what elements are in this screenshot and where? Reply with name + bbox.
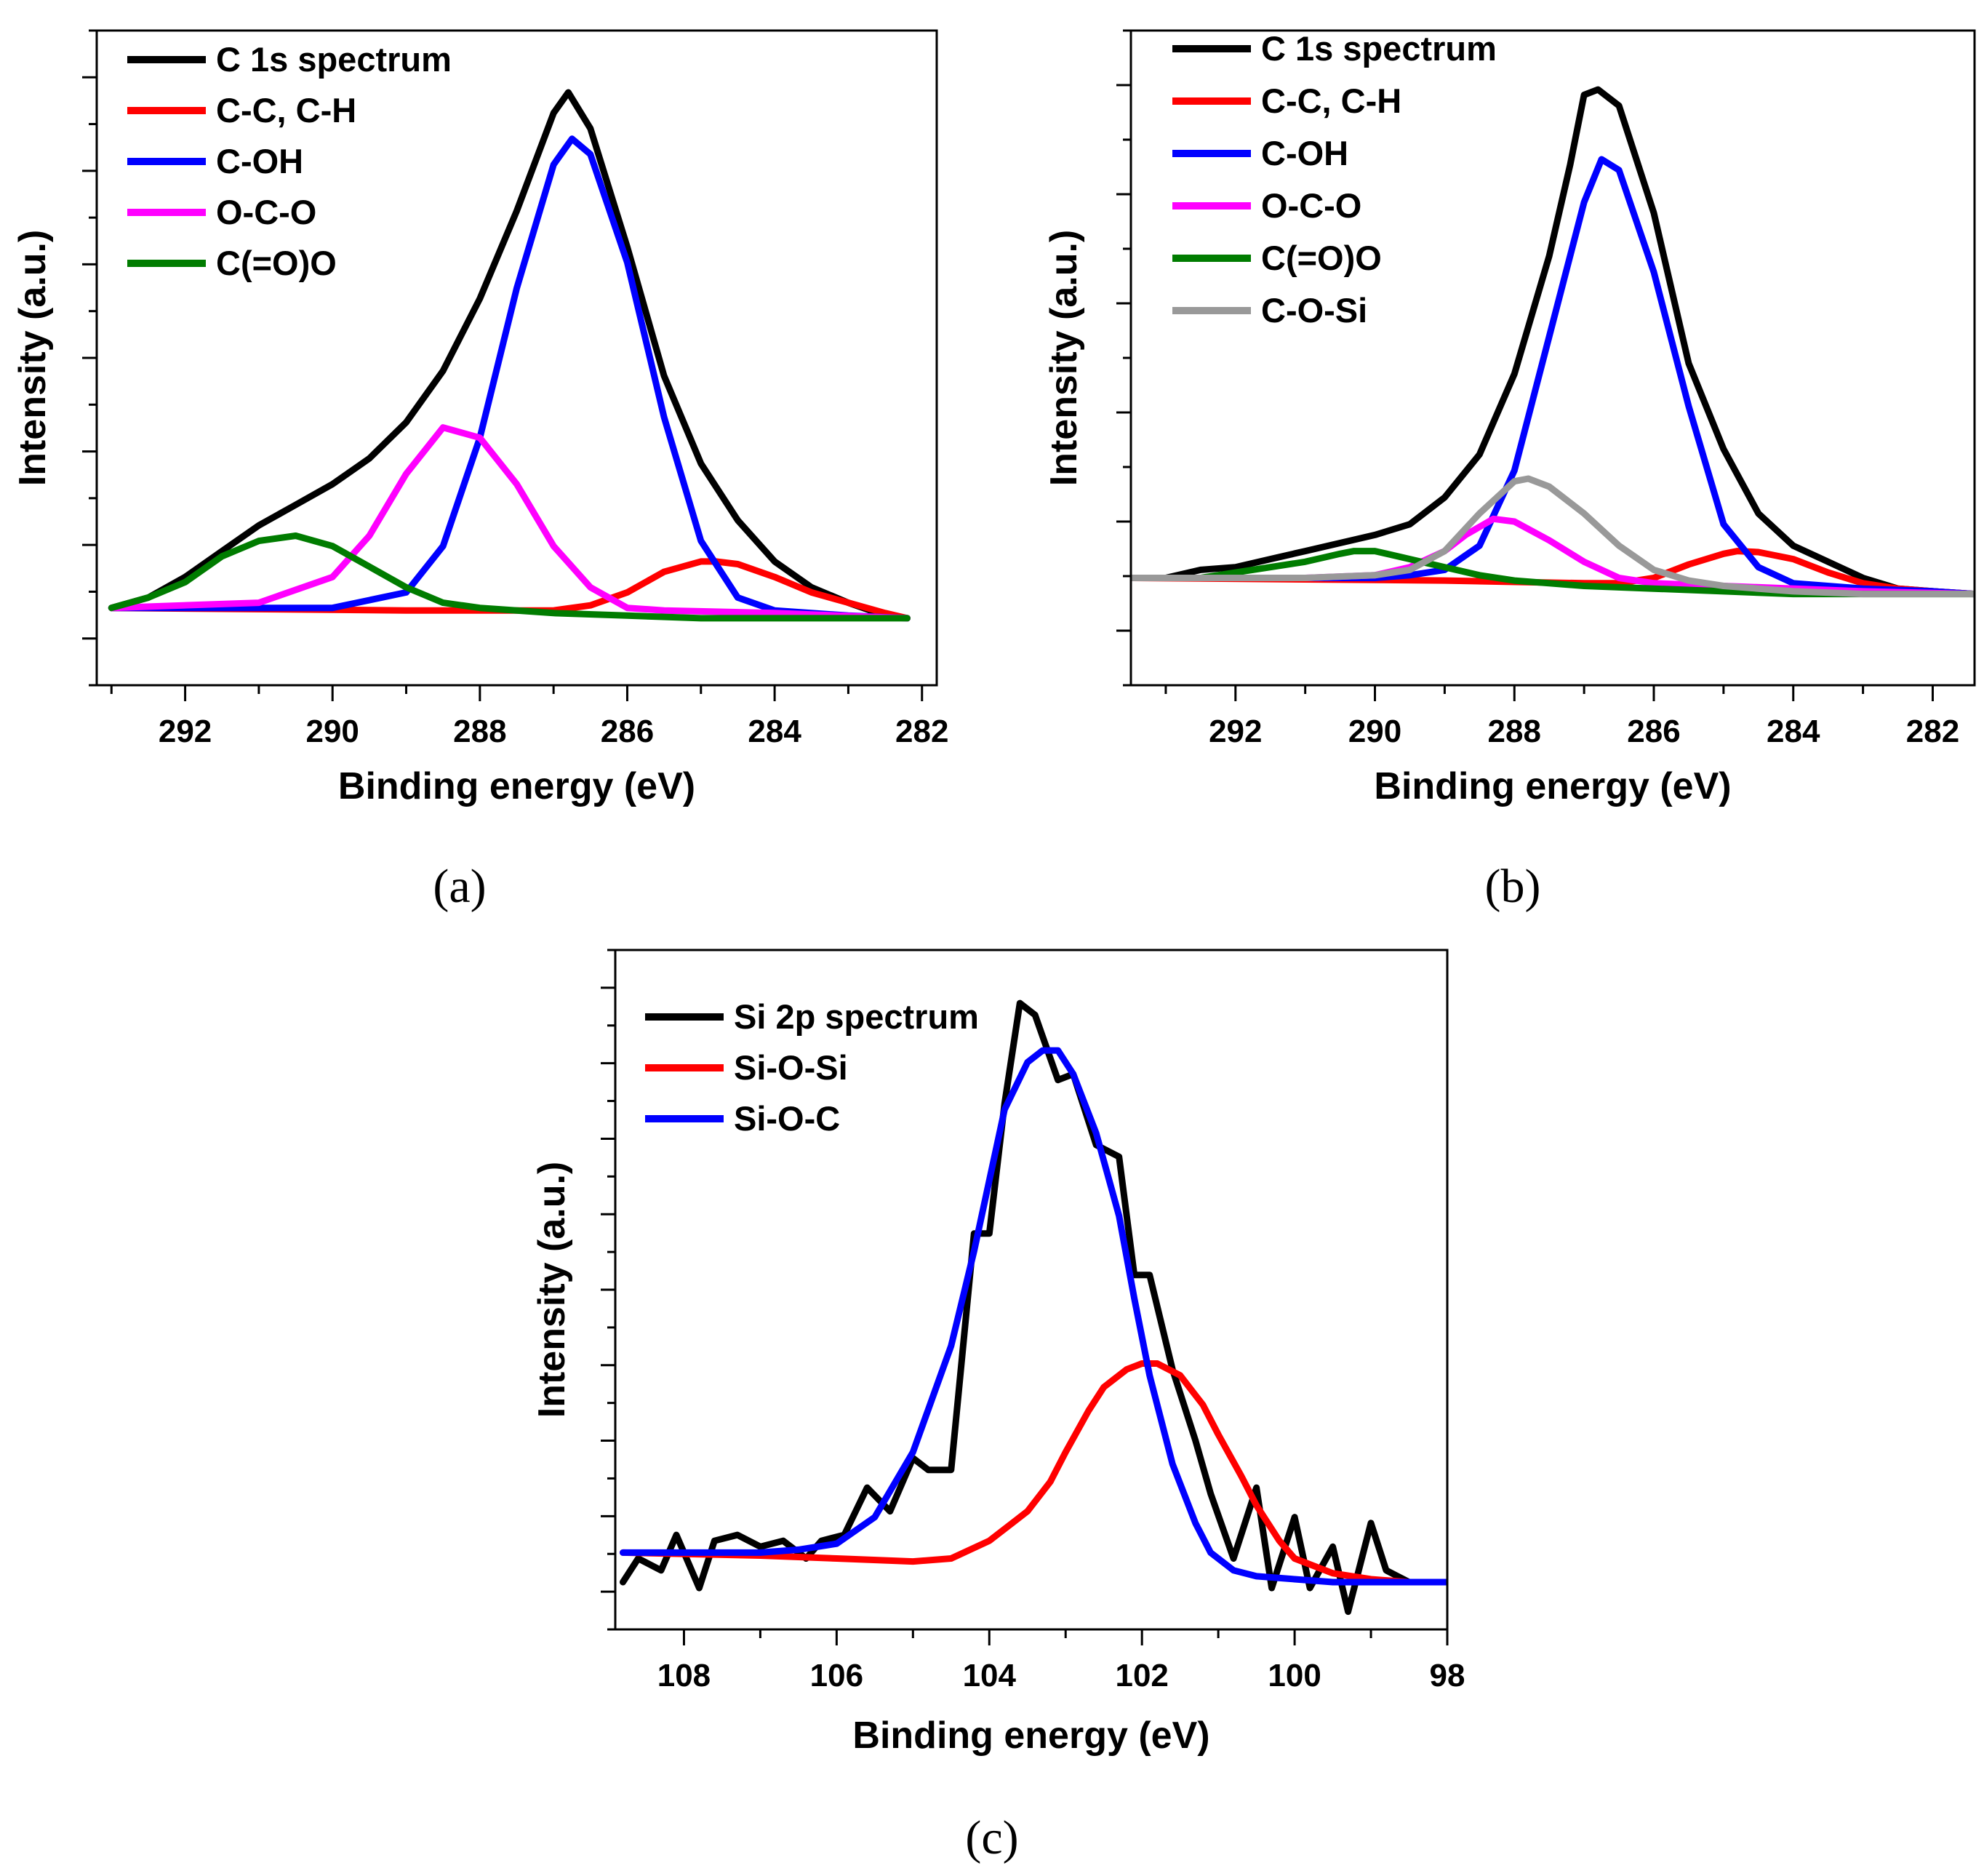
panel-label-a: (a) [433, 860, 486, 913]
chart-panel-b: 292 290 288 286 284 282 Binding energy (eV) Int… [1043, 29, 1976, 807]
legend-label: C-C, C-H [1261, 81, 1401, 120]
x-tick-label: 108 [657, 1658, 711, 1693]
series-line-c-1s-spectrum [108, 89, 911, 622]
x-tick-label: 104 [963, 1658, 1017, 1693]
legend-label: C-C, C-H [216, 91, 356, 129]
panel-label-c: (c) [965, 1811, 1018, 1864]
x-tick-label: 282 [895, 714, 948, 749]
legend-label: O-C-O [1261, 186, 1361, 225]
chart-panel-a: 292 290 288 286 284 282 Binding energy (eV) Int… [12, 29, 948, 807]
x-tick-label: 106 [810, 1658, 863, 1693]
legend-label: Si-O-Si [734, 1048, 848, 1087]
legend-label: C 1s spectrum [216, 40, 452, 79]
legend-label: C-OH [1261, 134, 1348, 172]
series-group [620, 999, 1447, 1616]
series-line-si-o-c [620, 1047, 1447, 1586]
x-tick-label: 286 [1627, 714, 1680, 749]
legend: C 1s spectrum C-C, C-H C-OH O-C-O C(=O)O C-O-… [1172, 29, 1497, 330]
y-axis-title: Intensity (a.u.) [531, 1162, 573, 1418]
legend: C 1s spectrum C-C, C-H C-OH O-C-O C(=O)O [127, 40, 452, 282]
series-group [1131, 86, 1975, 598]
series-line-c-o-si [1131, 475, 1975, 598]
series-line-si-o-si [620, 1360, 1447, 1586]
legend-label: C 1s spectrum [1261, 29, 1497, 68]
legend-label: C(=O)O [1261, 239, 1382, 277]
x-tick-label: 292 [1209, 714, 1262, 749]
x-axis-title: Binding energy (eV) [1374, 765, 1731, 807]
x-axis-title: Binding energy (eV) [852, 1715, 1209, 1757]
x-tick-label: 286 [601, 714, 654, 749]
series-line-c-o-o [108, 532, 911, 622]
y-axis-title: Intensity (a.u.) [12, 230, 54, 486]
series-line-c-1s-spectrum [1131, 86, 1975, 598]
x-tick-label: 284 [748, 714, 801, 749]
legend: Si 2p spectrum Si-O-Si Si-O-C [645, 997, 979, 1138]
legend-label: C(=O)O [216, 244, 337, 282]
chart-panel-c: 108 106 104 102 100 98 Binding energy (eV) Inte… [531, 949, 1465, 1757]
x-tick-label: 102 [1115, 1658, 1168, 1693]
x-tick-label: 290 [305, 714, 359, 749]
panel-label-b: (b) [1485, 860, 1541, 913]
x-tick-label: 284 [1767, 714, 1820, 749]
series-line-c-oh [1131, 156, 1975, 598]
x-tick-label: 98 [1430, 1658, 1465, 1693]
series-line-c-c-c-h [108, 558, 911, 622]
series-group [108, 89, 911, 622]
x-tick-label: 290 [1348, 714, 1401, 749]
x-tick-label: 100 [1268, 1658, 1321, 1693]
x-tick-label: 292 [159, 714, 212, 749]
legend-label: Si 2p spectrum [734, 997, 979, 1036]
y-axis-title: Intensity (a.u.) [1043, 230, 1085, 486]
x-tick-label: 288 [1488, 714, 1541, 749]
x-axis-title: Binding energy (eV) [338, 765, 695, 807]
x-tick-label: 288 [453, 714, 506, 749]
legend-label: Si-O-C [734, 1099, 840, 1138]
series-line-si-2p-spectrum [620, 999, 1447, 1616]
legend-label: C-OH [216, 142, 303, 180]
series-line-o-c-o [108, 424, 911, 622]
x-tick-label: 282 [1906, 714, 1959, 749]
legend-label: O-C-O [216, 193, 316, 231]
legend-label: C-O-Si [1261, 291, 1367, 330]
series-line-c-oh [108, 135, 911, 622]
